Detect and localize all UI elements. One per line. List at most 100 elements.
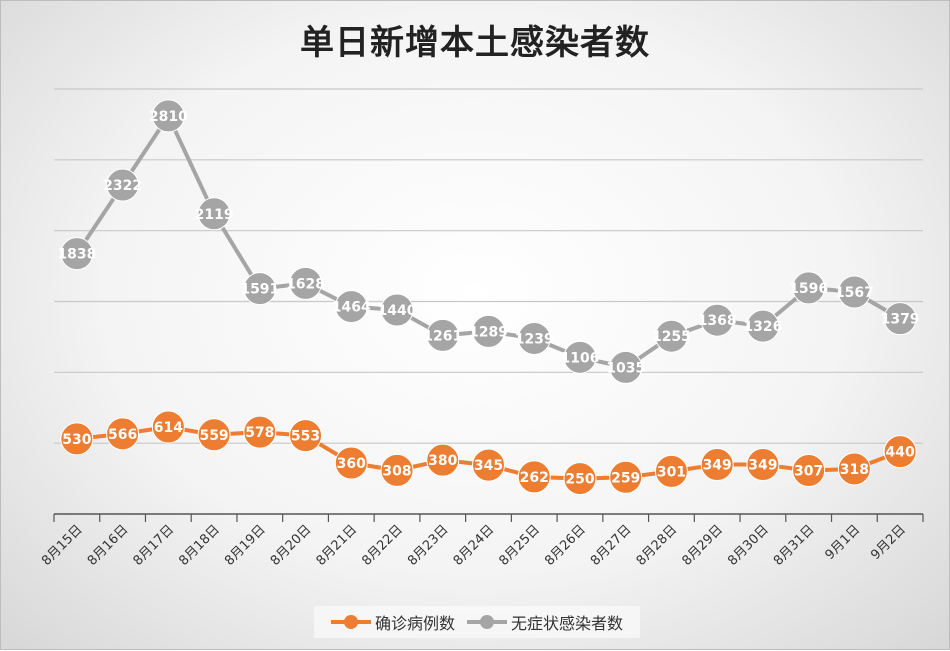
data-label: 440 — [886, 445, 915, 461]
data-point — [609, 460, 643, 494]
x-tick-label: 8月22日 — [359, 522, 406, 569]
data-label: 262 — [520, 470, 549, 486]
data-point — [563, 340, 597, 374]
data-label: 2119 — [195, 207, 234, 223]
data-point — [197, 418, 231, 452]
data-point — [883, 302, 917, 336]
data-label: 1440 — [378, 303, 417, 319]
data-point — [700, 448, 734, 482]
data-point — [746, 448, 780, 482]
data-label: 1596 — [789, 281, 828, 297]
data-point — [426, 318, 460, 352]
data-point — [243, 272, 277, 306]
x-tick-label: 8月26日 — [542, 522, 589, 569]
data-point — [334, 290, 368, 324]
x-tick-label: 8月24日 — [451, 522, 498, 569]
x-tick-label: 8月28日 — [634, 522, 681, 569]
data-label: 1289 — [469, 324, 508, 340]
data-point — [654, 319, 688, 353]
x-tick-label: 8月29日 — [679, 522, 726, 569]
data-label: 2322 — [103, 178, 142, 194]
data-label: 380 — [428, 453, 457, 469]
x-tick-label: 8月20日 — [268, 522, 315, 569]
data-point — [243, 415, 277, 449]
data-label: 2810 — [149, 109, 188, 125]
data-point — [792, 271, 826, 305]
data-label: 1239 — [515, 331, 554, 347]
x-tick-label: 9月1日 — [823, 522, 864, 563]
data-label: 1464 — [332, 300, 371, 316]
data-label: 1838 — [57, 247, 96, 263]
x-tick-label: 8月15日 — [39, 522, 86, 569]
data-point — [151, 99, 185, 133]
data-point — [792, 454, 826, 488]
data-point — [334, 446, 368, 480]
x-tick-label: 8月19日 — [222, 522, 269, 569]
data-point — [563, 462, 597, 496]
data-point — [883, 435, 917, 469]
data-point — [197, 197, 231, 231]
data-point — [106, 168, 140, 202]
data-label: 301 — [657, 464, 686, 480]
data-point — [517, 460, 551, 494]
data-label: 349 — [748, 458, 777, 474]
legend-label-confirmed: 确诊病例数 — [374, 614, 455, 633]
data-point — [106, 417, 140, 451]
data-point — [289, 266, 323, 300]
x-tick-label: 8月23日 — [405, 522, 452, 569]
data-point — [60, 237, 94, 271]
data-label: 360 — [337, 456, 366, 472]
data-point — [654, 454, 688, 488]
data-point — [746, 309, 780, 343]
data-label: 1326 — [743, 319, 782, 335]
data-point — [609, 350, 643, 384]
data-point — [380, 293, 414, 327]
data-point — [151, 410, 185, 444]
data-point — [289, 419, 323, 453]
data-label: 1567 — [835, 285, 874, 301]
x-tick-label: 8月18日 — [176, 522, 223, 569]
data-label: 1379 — [881, 312, 920, 328]
x-tick-label: 8月27日 — [588, 522, 635, 569]
data-label: 250 — [565, 472, 594, 488]
data-point — [426, 443, 460, 477]
data-label: 1261 — [423, 328, 462, 344]
data-point — [837, 275, 871, 309]
data-point — [837, 452, 871, 486]
data-label: 345 — [474, 458, 503, 474]
x-tick-label: 9月2日 — [868, 522, 909, 563]
x-tick-label: 8月21日 — [314, 522, 361, 569]
data-label: 1591 — [240, 282, 279, 298]
data-point — [472, 448, 505, 482]
data-label: 318 — [840, 462, 869, 478]
legend-swatch-asymptomatic — [467, 615, 507, 629]
legend-item-confirmed: 确诊病例数 — [330, 610, 455, 634]
x-tick-label: 8月17日 — [131, 522, 178, 569]
data-label: 349 — [703, 458, 732, 474]
x-tick-label: 8月16日 — [85, 522, 132, 569]
data-label: 1255 — [652, 329, 691, 345]
data-label: 307 — [794, 464, 823, 480]
legend-swatch-confirmed — [330, 615, 371, 629]
data-label: 578 — [245, 425, 274, 441]
data-label: 614 — [154, 420, 183, 436]
data-label: 308 — [382, 463, 411, 479]
data-label: 1368 — [698, 313, 737, 329]
data-point — [380, 453, 414, 487]
data-label: 530 — [62, 432, 91, 448]
data-point — [472, 314, 505, 348]
legend-label-asymptomatic: 无症状感染者数 — [511, 614, 624, 633]
data-point — [60, 422, 94, 456]
x-tick-label: 8月25日 — [497, 522, 544, 569]
data-point — [517, 321, 551, 355]
legend-item-asymptomatic: 无症状感染者数 — [467, 610, 623, 634]
chart-title: 单日新增本土感染者数 — [300, 23, 650, 63]
data-label: 1628 — [286, 276, 325, 292]
data-label: 553 — [291, 429, 320, 445]
data-label: 566 — [108, 427, 137, 443]
x-tick-label: 8月31日 — [771, 522, 818, 569]
data-label: 1106 — [560, 350, 599, 366]
data-label: 259 — [611, 470, 640, 486]
